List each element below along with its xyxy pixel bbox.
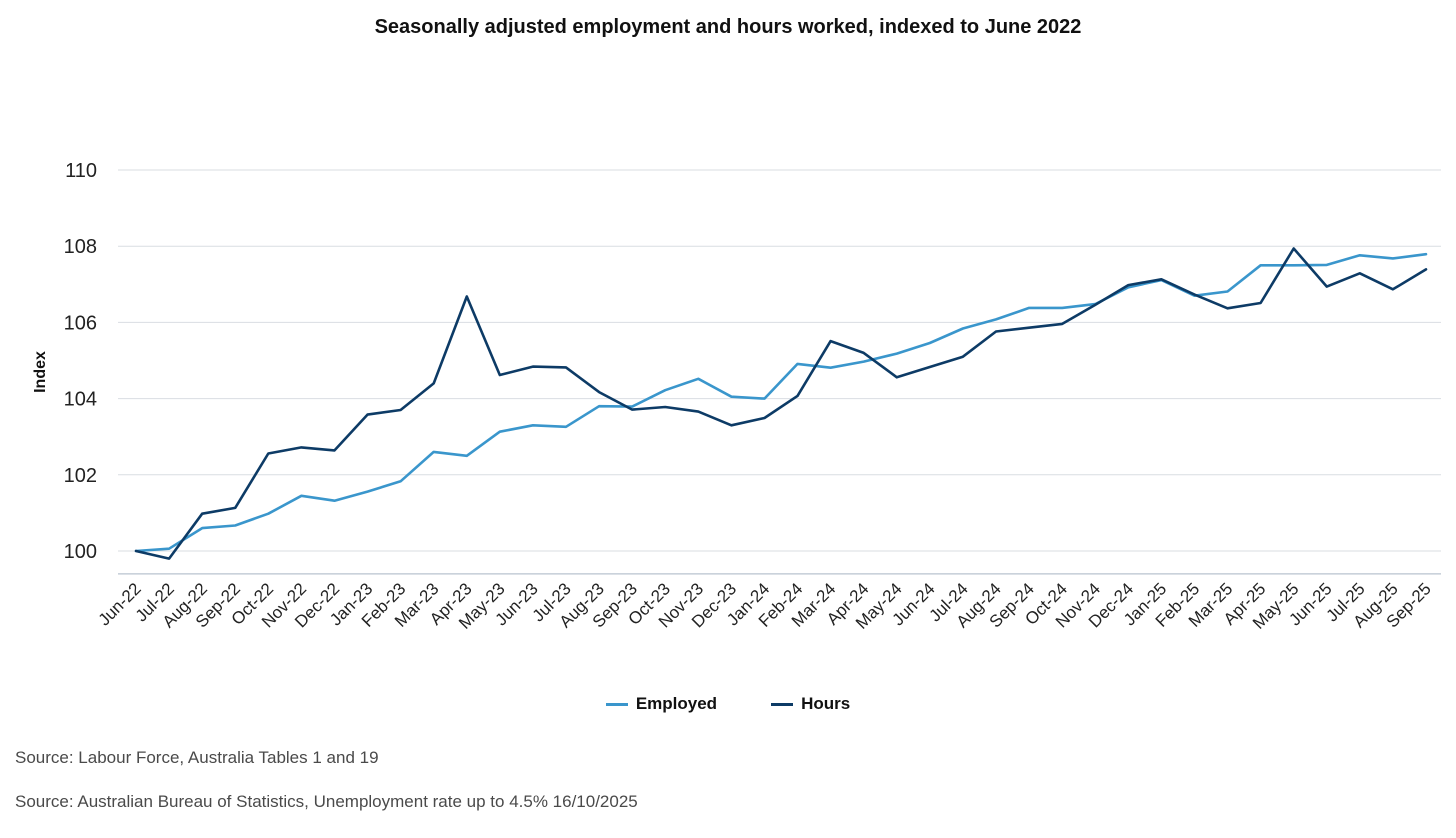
legend-item-employed[interactable]: Employed: [605, 694, 718, 714]
legend: Employed Hours: [0, 694, 1456, 714]
series-line-employed: [134, 252, 1428, 553]
gridlines: [118, 169, 1441, 552]
y-tick-label-100: 100: [64, 541, 97, 563]
legend-label-hours: Hours: [801, 694, 851, 713]
legend-swatch-employed: [605, 702, 628, 706]
y-tick-label-104: 104: [64, 389, 97, 411]
chart-title: Seasonally adjusted employment and hours…: [374, 16, 1082, 38]
y-tick-label-106: 106: [64, 312, 97, 334]
y-tick-label-108: 108: [64, 236, 97, 258]
y-tick-labels: 100 102 104 106 108 110: [64, 160, 97, 563]
x-tick-labels: Jun-22Jul-22Aug-22Sep-22Oct-22Nov-22Dec-…: [95, 579, 1435, 633]
series-line-hours: [134, 247, 1428, 560]
source-note-2: Source: Australian Bureau of Statistics,…: [15, 792, 638, 811]
legend-label-employed: Employed: [635, 694, 718, 713]
x-tick-label-jun-22: Jun-22: [95, 579, 145, 629]
y-tick-label-110: 110: [65, 160, 97, 182]
line-chart: 100 102 104 106 108 110 Jun-22Jul-22Aug-22Sep…: [32, 160, 1441, 633]
series-lines: [134, 247, 1428, 560]
legend-swatch-hours: [771, 702, 794, 706]
y-tick-label-102: 102: [64, 465, 97, 487]
legend-item-hours[interactable]: Hours: [771, 694, 850, 714]
source-note-1: Source: Labour Force, Australia Tables 1…: [15, 748, 379, 767]
y-axis-label: Index: [32, 351, 49, 393]
